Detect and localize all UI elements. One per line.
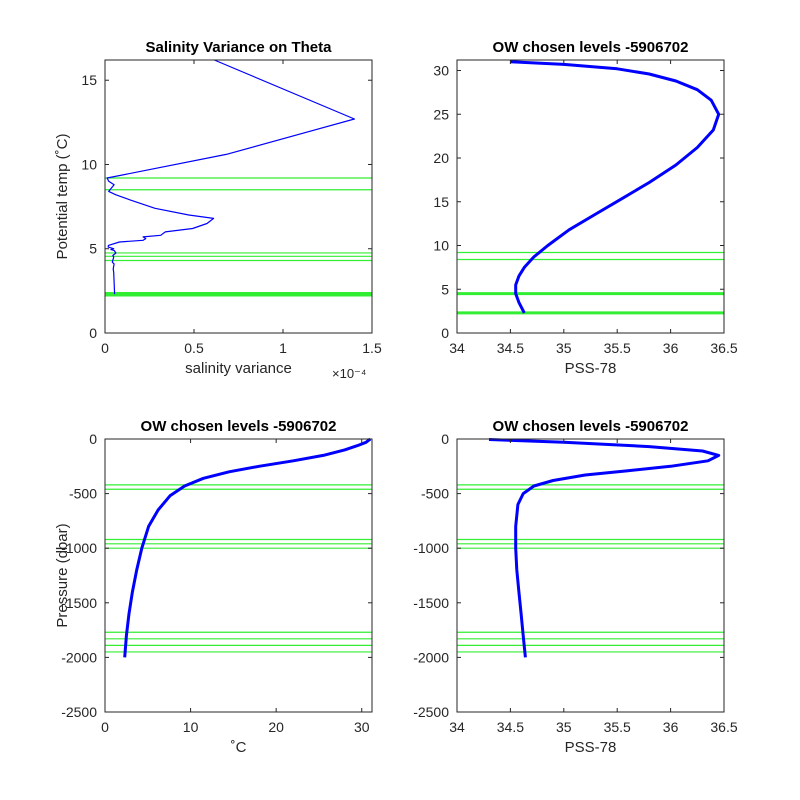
y-tick-label: 5 <box>441 281 449 297</box>
y-tick-label: -2000 <box>413 649 449 665</box>
y-tick-label: 0 <box>441 325 449 341</box>
x-tick-label: 35.5 <box>604 340 631 356</box>
x-tick-label: 36.5 <box>710 340 737 356</box>
series-line <box>488 438 721 658</box>
y-tick-label: -500 <box>421 486 449 502</box>
axes-frame <box>104 438 373 713</box>
x-tick-label: 36.5 <box>710 719 737 735</box>
axes-frame <box>456 59 725 334</box>
y-axis-label: Potential temp (˚C) <box>54 134 71 260</box>
y-tick-label: -2500 <box>61 704 97 720</box>
y-axis-label: Pressure (dbar) <box>54 523 71 627</box>
x-tick-label: 10 <box>183 719 199 735</box>
subplot-2: 34 34.5 35 35.5 36 36.5 0 5 10 15 20 25 30 OW chosen … <box>433 39 737 377</box>
subplot-1: 0 0.5 1 1.5 0 5 10 15 Salinity Variance on Theta… <box>54 39 382 381</box>
x-tick-label: 0 <box>101 340 109 356</box>
x-tick-label: 35 <box>556 719 572 735</box>
y-tick-label: 20 <box>433 150 449 166</box>
x-exponent-label: ×10⁻⁴ <box>332 366 367 381</box>
y-tick-label: -2500 <box>413 704 449 720</box>
y-tick-label: 10 <box>433 238 449 254</box>
y-tick-label: 0 <box>89 431 97 447</box>
x-tick-label: 0 <box>101 719 109 735</box>
x-tick-label: 34.5 <box>497 719 524 735</box>
y-tick-label: 15 <box>433 194 449 210</box>
y-tick-label: 10 <box>81 156 97 172</box>
x-tick-label: 1.5 <box>362 340 382 356</box>
chart-title: OW chosen levels -5906702 <box>141 418 337 435</box>
subplot-4: 34 34.5 35 35.5 36 36.5 -2500 -2000 -1500 -1000 -5… <box>413 418 738 756</box>
x-tick-label: 36 <box>663 340 679 356</box>
x-tick-label: 30 <box>354 719 370 735</box>
x-tick-label: 36 <box>663 719 679 735</box>
x-tick-label: 35.5 <box>604 719 631 735</box>
axes-frame <box>456 438 725 713</box>
chart-title: OW chosen levels -5906702 <box>493 39 689 56</box>
x-tick-label: 34 <box>449 719 465 735</box>
y-tick-label: 5 <box>89 241 97 257</box>
y-tick-label: 15 <box>81 72 97 88</box>
y-tick-label: 0 <box>441 431 449 447</box>
y-tick-label: -2000 <box>61 649 97 665</box>
x-axis-label: PSS-78 <box>565 739 617 756</box>
y-tick-label: -1500 <box>61 595 97 611</box>
x-tick-label: 1 <box>279 340 287 356</box>
y-tick-label: 0 <box>89 325 97 341</box>
x-tick-label: 20 <box>268 719 284 735</box>
chart-title: Salinity Variance on Theta <box>146 39 333 56</box>
y-tick-label: 25 <box>433 106 449 122</box>
series-line <box>106 59 355 295</box>
y-tick-label: -1000 <box>413 540 449 556</box>
chart-title: OW chosen levels -5906702 <box>493 418 689 435</box>
x-tick-label: 34 <box>449 340 465 356</box>
subplot-3: 0 10 20 30 -2500 -2000 -1500 -1000 -500 0 OW chose… <box>54 418 373 756</box>
series-line <box>510 60 721 314</box>
y-tick-label: -1500 <box>413 595 449 611</box>
x-axis-label: salinity variance <box>185 360 292 377</box>
x-tick-label: 35 <box>556 340 572 356</box>
x-tick-label: 0.5 <box>184 340 204 356</box>
x-tick-label: 34.5 <box>497 340 524 356</box>
x-axis-label: PSS-78 <box>565 360 617 377</box>
x-axis-label: ˚C <box>231 739 247 756</box>
axes-frame <box>104 59 373 334</box>
y-tick-label: 30 <box>433 63 449 79</box>
series-line <box>123 437 372 658</box>
y-tick-label: -500 <box>69 486 97 502</box>
y-tick-label: -1000 <box>61 540 97 556</box>
